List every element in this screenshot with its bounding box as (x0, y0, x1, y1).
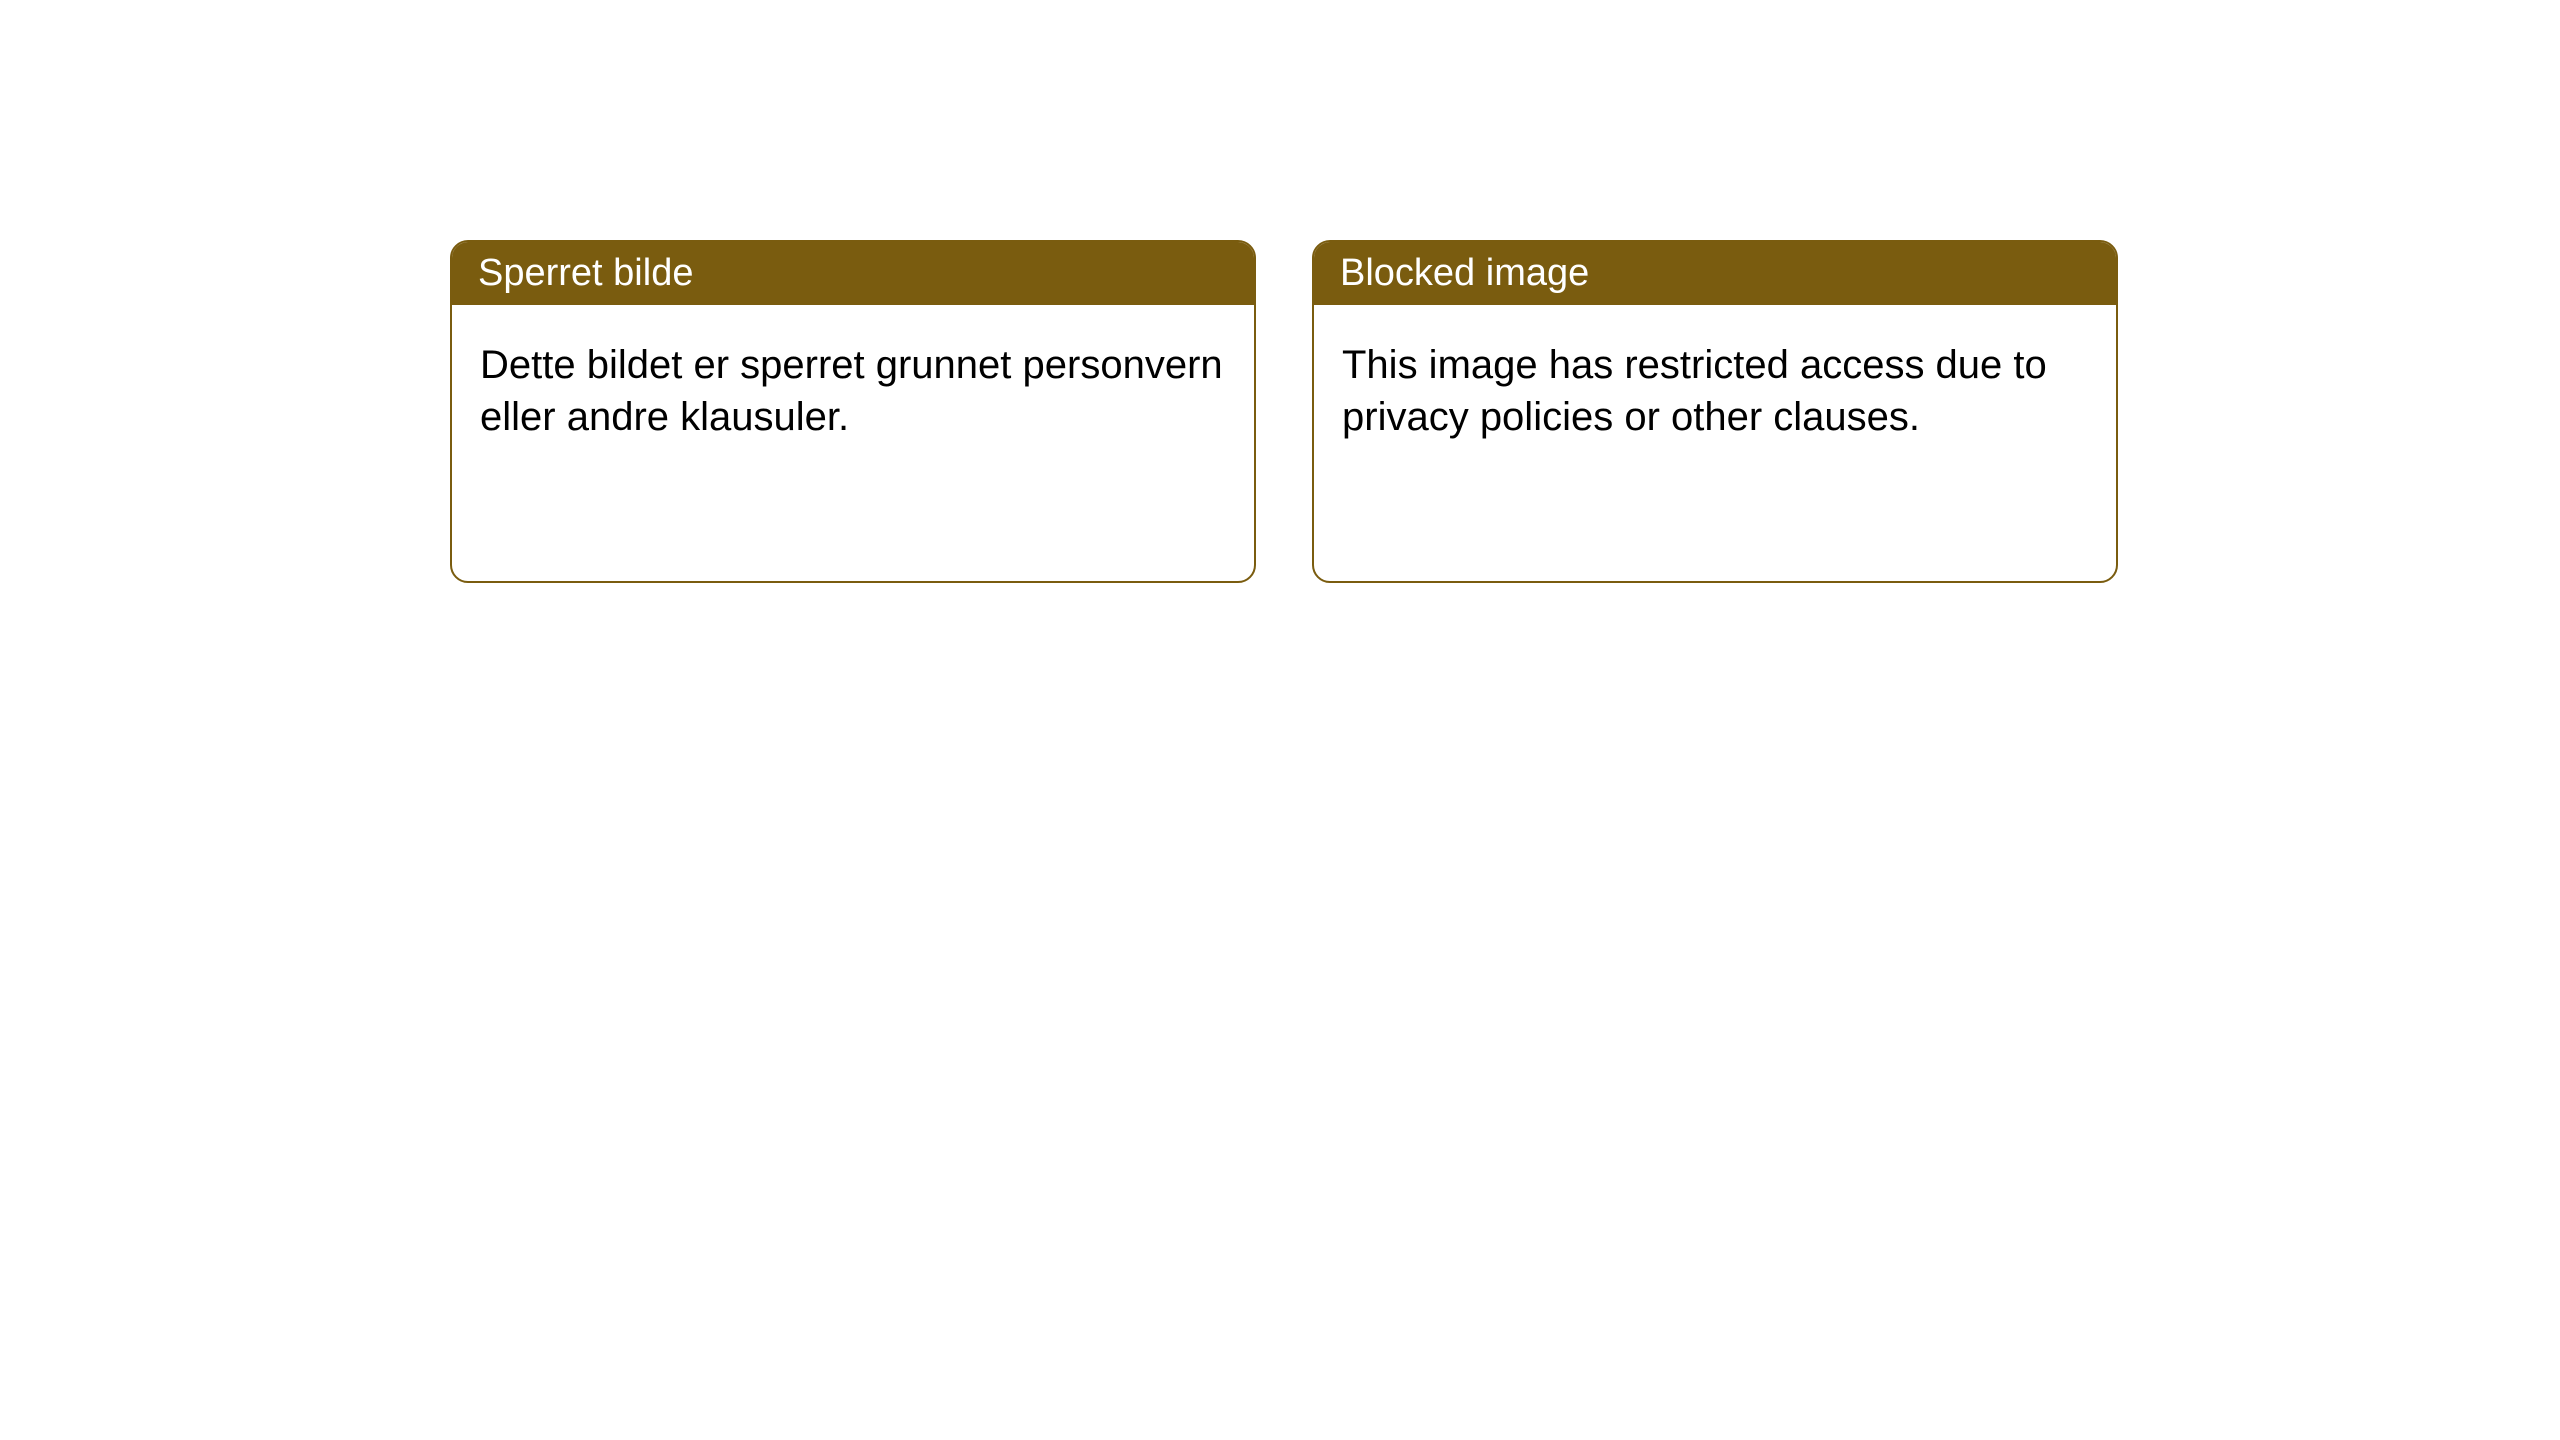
notice-cards-container: Sperret bilde Dette bildet er sperret gr… (450, 240, 2560, 583)
notice-title: Blocked image (1340, 252, 1589, 294)
notice-card-english: Blocked image This image has restricted … (1312, 240, 2118, 583)
notice-card-norwegian: Sperret bilde Dette bildet er sperret gr… (450, 240, 1256, 583)
notice-body-text: Dette bildet er sperret grunnet personve… (480, 343, 1223, 439)
notice-header: Sperret bilde (452, 242, 1254, 305)
notice-body: Dette bildet er sperret grunnet personve… (452, 305, 1254, 581)
notice-body: This image has restricted access due to … (1314, 305, 2116, 581)
notice-header: Blocked image (1314, 242, 2116, 305)
notice-body-text: This image has restricted access due to … (1342, 343, 2047, 439)
notice-title: Sperret bilde (478, 252, 693, 294)
